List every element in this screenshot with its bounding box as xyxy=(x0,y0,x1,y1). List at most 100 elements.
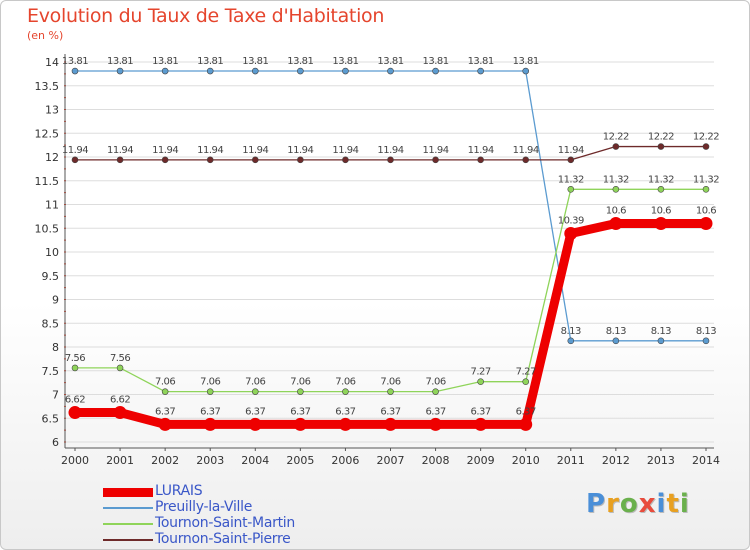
logo-letter: t xyxy=(666,489,680,519)
y-tick-label: 12 xyxy=(45,151,59,164)
x-tick-label: 2012 xyxy=(602,454,630,467)
data-label-tournon-saint-martin: 7.06 xyxy=(335,377,355,388)
data-label-tournon-saint-pierre: 11.94 xyxy=(332,145,358,156)
proxiti-logo: Proxiti xyxy=(586,489,690,519)
data-point-tournon-saint-martin xyxy=(161,388,169,395)
data-label-tournon-saint-martin: 7.06 xyxy=(155,377,175,388)
data-point-tournon-saint-pierre xyxy=(116,156,124,164)
y-tick-label: 13 xyxy=(45,104,59,117)
data-point-tournon-saint-martin xyxy=(432,388,439,395)
data-label-lurais: 6.37 xyxy=(290,406,310,417)
x-tick-label: 2006 xyxy=(331,454,359,467)
data-point-lurais xyxy=(699,217,713,230)
data-label-tournon-saint-martin: 7.06 xyxy=(290,377,310,388)
y-tick-label: 10.5 xyxy=(35,222,60,235)
legend-label-lurais: LURAIS xyxy=(155,483,203,499)
data-label-preuilly-la-ville: 13.81 xyxy=(62,56,88,67)
data-label-preuilly-la-ville: 13.81 xyxy=(197,56,223,67)
y-tick-label: 8 xyxy=(52,341,59,354)
x-tick-label: 2014 xyxy=(692,454,720,467)
chart-legend: LURAIS Preuilly-la-Ville Tournon-Saint-M… xyxy=(103,483,363,548)
y-tick-label: 6.5 xyxy=(42,412,60,425)
data-label-lurais: 6.37 xyxy=(245,406,265,417)
legend-item-preuilly: Preuilly-la-Ville xyxy=(103,499,363,516)
data-point-tournon-saint-pierre xyxy=(612,143,620,150)
data-point-lurais xyxy=(248,417,262,431)
data-point-preuilly-la-ville xyxy=(567,337,575,345)
x-tick-label: 2005 xyxy=(286,454,314,467)
data-label-lurais: 10.6 xyxy=(606,206,626,217)
data-point-tournon-saint-martin xyxy=(477,378,484,385)
data-point-preuilly-la-ville xyxy=(71,67,79,75)
data-point-tournon-saint-martin xyxy=(612,186,620,193)
data-label-tournon-saint-pierre: 11.94 xyxy=(558,145,584,156)
data-label-preuilly-la-ville: 13.81 xyxy=(468,56,494,67)
data-point-tournon-saint-pierre xyxy=(432,156,439,164)
data-point-tournon-saint-pierre xyxy=(161,156,169,164)
data-label-tournon-saint-pierre: 11.94 xyxy=(513,145,539,156)
x-tick-label: 2010 xyxy=(512,454,540,467)
data-label-lurais: 6.37 xyxy=(335,406,355,417)
y-tick-label: 14 xyxy=(45,56,59,69)
data-point-preuilly-la-ville xyxy=(251,67,259,75)
y-tick-label: 12.5 xyxy=(35,127,60,140)
data-label-tournon-saint-martin: 7.06 xyxy=(200,377,220,388)
data-point-tournon-saint-martin xyxy=(387,388,394,395)
data-point-tournon-saint-pierre xyxy=(477,156,484,164)
x-tick-label: 2009 xyxy=(467,454,495,467)
data-label-preuilly-la-ville: 8.13 xyxy=(696,326,716,337)
data-label-preuilly-la-ville: 13.81 xyxy=(242,56,268,67)
data-point-tournon-saint-martin xyxy=(206,388,214,395)
x-tick-label: 2004 xyxy=(241,454,269,467)
data-point-tournon-saint-pierre xyxy=(522,156,530,164)
data-label-lurais: 6.37 xyxy=(425,406,445,417)
y-tick-label: 11.5 xyxy=(35,175,60,188)
data-label-tournon-saint-martin: 7.06 xyxy=(380,377,400,388)
data-point-tournon-saint-martin xyxy=(702,186,710,193)
data-point-tournon-saint-pierre xyxy=(206,156,214,164)
data-point-tournon-saint-martin xyxy=(251,388,259,395)
data-point-tournon-saint-martin xyxy=(342,388,349,395)
x-tick-label: 2001 xyxy=(106,454,134,467)
data-point-tournon-saint-pierre xyxy=(387,156,394,164)
data-point-preuilly-la-ville xyxy=(116,67,124,75)
data-point-tournon-saint-pierre xyxy=(657,143,665,150)
logo-letter: i xyxy=(656,489,667,519)
data-label-tournon-saint-pierre: 11.94 xyxy=(62,145,88,156)
legend-swatch-tournon-saint-martin xyxy=(103,523,153,525)
data-label-tournon-saint-martin: 11.32 xyxy=(558,174,584,185)
data-label-preuilly-la-ville: 13.81 xyxy=(107,56,133,67)
x-tick-label: 2003 xyxy=(196,454,224,467)
data-point-preuilly-la-ville xyxy=(161,67,169,75)
data-point-preuilly-la-ville xyxy=(432,67,439,75)
chart-title: Evolution du Taux de Taxe d'Habitation xyxy=(27,5,385,27)
data-point-lurais xyxy=(384,417,397,431)
data-point-tournon-saint-martin xyxy=(657,186,665,193)
data-point-lurais xyxy=(609,217,623,230)
data-point-tournon-saint-pierre xyxy=(342,156,349,164)
data-point-tournon-saint-martin xyxy=(297,388,304,395)
data-point-preuilly-la-ville xyxy=(477,67,484,75)
data-label-lurais: 6.37 xyxy=(471,406,491,417)
data-point-tournon-saint-martin xyxy=(116,364,124,372)
y-tick-label: 13.5 xyxy=(35,80,60,93)
data-label-tournon-saint-martin: 11.32 xyxy=(648,174,674,185)
data-label-tournon-saint-pierre: 11.94 xyxy=(107,145,133,156)
y-tick-label: 9.5 xyxy=(42,270,60,283)
data-point-tournon-saint-pierre xyxy=(251,156,259,164)
data-point-preuilly-la-ville xyxy=(297,67,304,75)
data-label-tournon-saint-martin: 7.27 xyxy=(516,367,536,378)
y-tick-label: 10 xyxy=(45,246,59,259)
legend-label-tournon-saint-martin: Tournon-Saint-Martin xyxy=(155,515,295,531)
data-label-tournon-saint-martin: 7.56 xyxy=(65,353,85,364)
data-point-preuilly-la-ville xyxy=(702,337,710,345)
legend-swatch-lurais xyxy=(103,488,153,497)
x-tick-label: 2007 xyxy=(377,454,405,467)
data-label-preuilly-la-ville: 13.81 xyxy=(152,56,178,67)
y-tick-label: 11 xyxy=(45,199,59,212)
legend-swatch-tournon-saint-pierre xyxy=(103,539,153,541)
data-label-preuilly-la-ville: 13.81 xyxy=(423,56,449,67)
data-label-tournon-saint-martin: 11.32 xyxy=(693,174,719,185)
